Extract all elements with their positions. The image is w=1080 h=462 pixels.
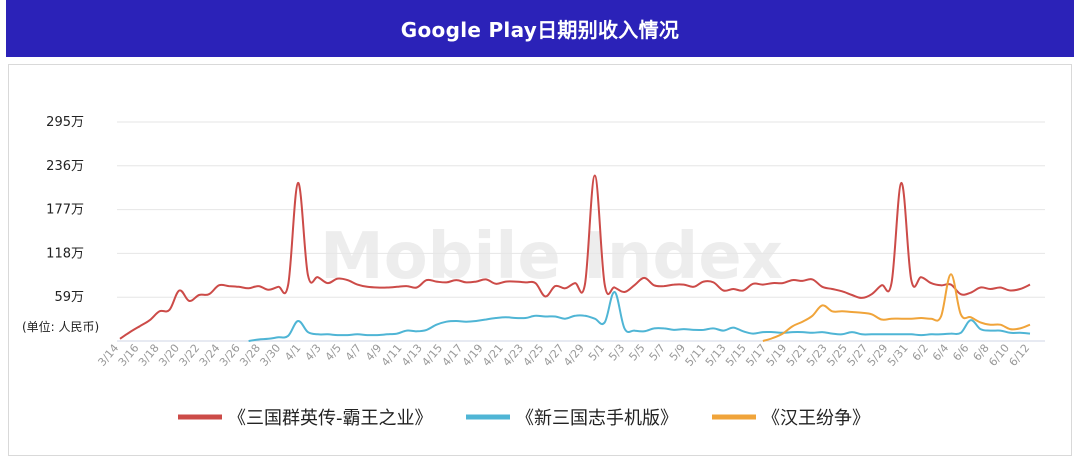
x-tick-label: 5/29 [865,342,891,369]
x-tick-label: 5/25 [824,342,850,369]
x-tick-label: 4/27 [541,342,567,369]
x-tick-label: 4/5 [323,342,344,364]
x-tick-label: 4/23 [500,342,526,369]
x-tick-label: 4/7 [343,342,364,364]
x-tick-label: 3/20 [156,342,182,369]
series-line-sanguo-qunying [119,174,1031,340]
x-tick-label: 5/31 [885,342,911,369]
x-tick-label: 4/17 [440,342,466,369]
chart-title: Google Play日期别收入情况 [400,18,680,42]
y-axis-ticks: 59万 118万 177万 236万 295万 [46,115,84,305]
y-tick-label: 295万 [46,115,84,130]
x-tick-label: 3/24 [197,342,223,369]
y-tick-label: 59万 [54,290,84,305]
gridlines [117,121,1045,342]
x-tick-label: 5/23 [804,342,830,369]
x-tick-label: 5/3 [606,342,627,364]
series-line-hanwang-fenzheng [762,273,1031,342]
x-tick-label: 6/10 [986,342,1012,369]
x-tick-label: 3/28 [237,342,263,369]
x-tick-label: 5/11 [683,342,709,369]
x-tick-label: 4/19 [460,342,486,369]
x-tick-label: 4/11 [379,342,405,369]
series-line-xin-sanguozhi [248,290,1031,342]
x-tick-label: 3/14 [95,342,121,369]
x-tick-label: 5/17 [743,342,769,369]
x-tick-label: 5/7 [647,342,668,364]
x-tick-label: 4/25 [521,342,547,369]
x-tick-label: 3/16 [116,342,142,369]
x-tick-label: 5/15 [723,342,749,369]
x-tick-label: 5/1 [586,342,607,364]
x-tick-label: 6/2 [910,342,931,364]
x-tick-label: 4/1 [282,342,303,364]
series-lines [119,174,1031,342]
x-tick-label: 6/6 [950,342,971,364]
x-tick-label: 5/21 [784,342,810,369]
legend: 《三国群英传-霸王之业》 《新三国志手机版》 《汉王纷争》 [178,408,870,429]
y-tick-label: 177万 [46,203,84,218]
y-tick-label: 118万 [46,246,84,261]
x-tick-label: 5/13 [703,342,729,369]
x-tick-label: 3/30 [257,342,283,369]
x-tick-label: 5/27 [845,342,871,369]
x-tick-label: 5/5 [626,342,647,364]
x-tick-label: 4/15 [419,342,445,369]
x-tick-label: 6/12 [1006,342,1032,369]
x-tick-label: 3/18 [136,342,162,369]
x-axis-ticks: 3/143/163/183/203/223/243/263/283/304/14… [95,342,1032,369]
legend-item-xin-sanguozhi: 《新三国志手机版》 [516,408,678,429]
chart-title-bar: Google Play日期别收入情况 [6,0,1074,57]
legend-item-sanguo-qunying: 《三国群英传-霸王之业》 [228,408,433,429]
legend-item-hanwang-fenzheng: 《汉王纷争》 [762,408,870,429]
x-tick-label: 3/22 [176,342,202,369]
y-axis-unit-label: (单位: 人民币) [22,319,99,334]
x-tick-label: 3/26 [217,342,243,369]
x-tick-label: 4/21 [480,342,506,369]
x-tick-label: 6/4 [930,342,951,364]
x-tick-label: 4/3 [302,342,323,364]
x-tick-label: 4/13 [399,342,425,369]
y-tick-label: 236万 [46,159,84,174]
x-tick-label: 5/19 [764,342,790,369]
x-tick-label: 4/29 [561,342,587,369]
